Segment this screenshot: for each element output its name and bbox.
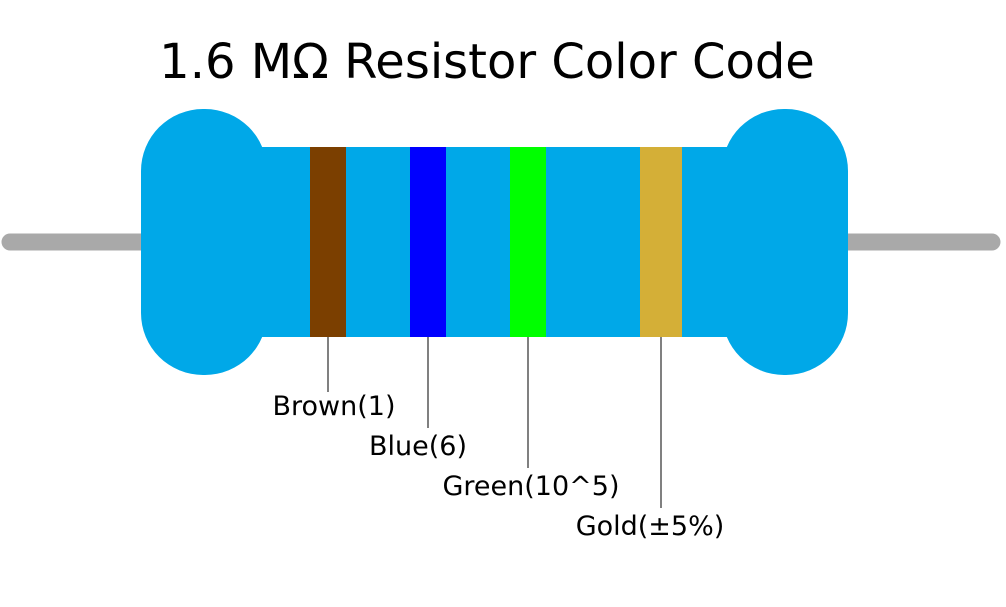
band-label: Green(10^5) [443, 471, 620, 502]
bands: Brown(1) Blue(6) Green(10^5) Gold(±5%) [273, 147, 725, 542]
color-band [640, 147, 682, 337]
end-cap-right [722, 109, 848, 375]
color-band [310, 147, 346, 337]
band-label: Blue(6) [369, 431, 467, 462]
color-band [410, 147, 446, 337]
band-label: Brown(1) [273, 391, 396, 422]
color-band [510, 147, 546, 337]
title: 1.6 MΩ Resistor Color Code [159, 34, 815, 90]
end-cap-left [141, 109, 267, 375]
band-label: Gold(±5%) [576, 511, 725, 542]
